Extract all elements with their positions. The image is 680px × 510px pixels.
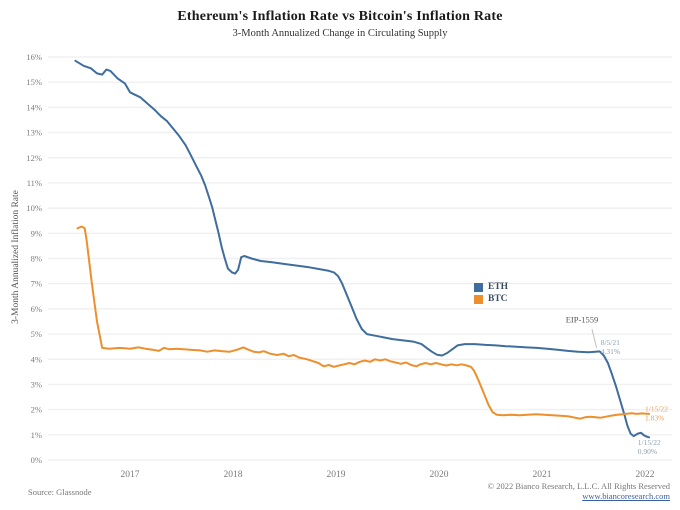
- y-tick-label: 16%: [26, 52, 42, 62]
- chart-title: Ethereum's Inflation Rate vs Bitcoin's I…: [177, 9, 503, 24]
- y-tick-label: 4%: [31, 354, 42, 364]
- chart-header: Ethereum's Inflation Rate vs Bitcoin's I…: [0, 9, 680, 39]
- legend-item-eth: ETH: [474, 282, 508, 292]
- chart-subtitle: 3-Month Annualized Change in Circulating…: [232, 28, 448, 39]
- eth-line: [74, 59, 651, 439]
- y-tick-label: 6%: [31, 304, 42, 314]
- y-tick-label: 1%: [31, 430, 42, 440]
- y-tick-label: 10%: [26, 203, 42, 213]
- x-tick-label: 2019: [327, 470, 346, 480]
- eth-end-label: 1/15/22 0.90%: [638, 438, 661, 456]
- x-tick-label: 2022: [636, 470, 655, 480]
- source-note: Source: Glassnode: [28, 487, 92, 497]
- legend-label-eth: ETH: [488, 282, 509, 292]
- y-tick-label: 11%: [27, 178, 42, 188]
- y-tick-label: 14%: [26, 102, 42, 112]
- y-tick-label: 9%: [31, 228, 42, 238]
- y-axis-title: 3-Month Annualized Inflation Rate: [11, 190, 21, 324]
- eip-1559-label-leader-line: [591, 328, 598, 349]
- legend-item-btc: BTC: [474, 294, 508, 304]
- y-tick-label: 0%: [31, 455, 42, 465]
- eip-1559-label: EIP-1559: [566, 315, 599, 325]
- copyright-text: © 2022 Bianco Research, L.L.C. All Right…: [487, 481, 670, 491]
- credit-block: © 2022 Bianco Research, L.L.C. All Right…: [488, 481, 670, 501]
- btc-end-label: 1/15/22 1.83%: [645, 404, 668, 422]
- x-tick-label: 2018: [224, 470, 243, 480]
- biancoresearch-link[interactable]: www.biancoresearch.com: [582, 491, 670, 502]
- legend: ETH BTC: [474, 282, 508, 306]
- x-tick-label: 2020: [430, 470, 449, 480]
- y-tick-label: 13%: [26, 128, 42, 138]
- y-tick-label: 15%: [26, 77, 42, 87]
- y-tick-label: 2%: [31, 405, 42, 415]
- eth-peak-label: 8/5/21 4.31%: [601, 338, 620, 356]
- y-tick-label: 7%: [31, 279, 42, 289]
- x-tick-label: 2021: [533, 470, 552, 480]
- legend-label-btc: BTC: [488, 294, 508, 304]
- eth-swatch: [474, 282, 483, 292]
- btc-swatch: [474, 294, 483, 304]
- y-tick-label: 5%: [31, 329, 42, 339]
- x-tick-label: 2017: [121, 470, 140, 480]
- y-tick-label: 3%: [31, 379, 42, 389]
- btc-line: [76, 225, 651, 420]
- y-tick-label: 8%: [31, 254, 42, 264]
- y-tick-label: 12%: [26, 153, 42, 163]
